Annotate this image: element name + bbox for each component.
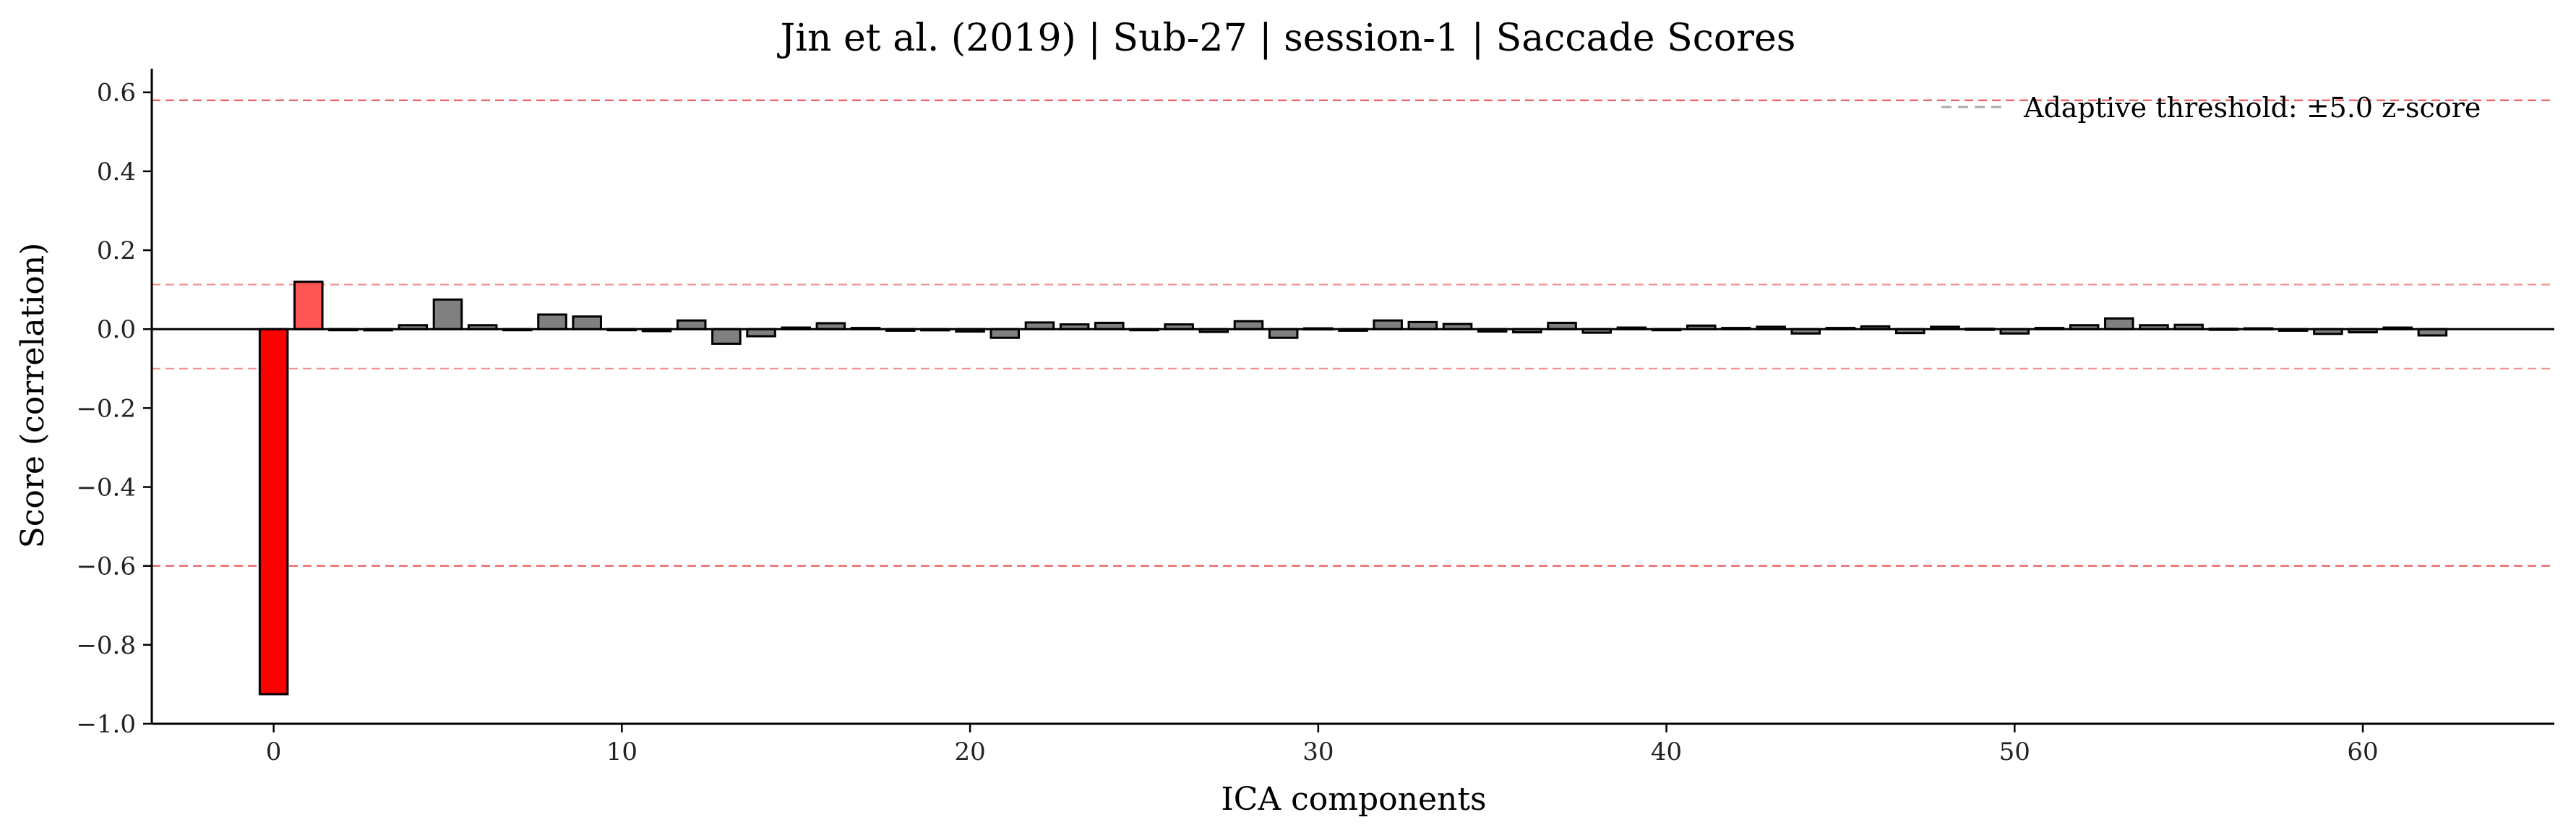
threshold-lines: [152, 99, 2554, 567]
axes: [150, 69, 2554, 725]
legend: Adaptive threshold: ±5.0 z-score: [1941, 92, 2481, 124]
y-axis-label: Score (correlation): [14, 243, 51, 549]
y-ticks: −1.0 −0.8 −0.6 −0.4 −0.2 0.0 0.2 0.4 0.6: [76, 79, 152, 739]
x-tick-label: 40: [1651, 737, 1682, 766]
bar: [258, 328, 289, 696]
chart-title: Jin et al. (2019) | Sub-27 | session-1 |…: [777, 17, 1796, 60]
bar: [293, 281, 324, 330]
bars: [258, 281, 2448, 696]
y-tick-label: −1.0: [76, 710, 136, 739]
x-ticks: 0 10 20 30 40 50 60: [266, 724, 2379, 766]
bar: [2104, 317, 2134, 330]
bar: [676, 319, 707, 330]
x-tick-label: 20: [954, 737, 985, 766]
y-tick-label: 0.2: [97, 236, 136, 265]
bar: [989, 328, 1021, 339]
x-axis-label: ICA components: [1221, 781, 1486, 818]
y-tick-label: −0.6: [76, 552, 136, 581]
bar: [1268, 328, 1299, 339]
bar: [1233, 320, 1264, 330]
y-tick-label: 0.4: [97, 158, 136, 187]
x-tick-label: 50: [1999, 737, 2030, 766]
bar: [1373, 319, 1403, 330]
y-tick-label: −0.2: [76, 394, 136, 423]
bar: [537, 313, 567, 330]
bar: [711, 328, 742, 345]
y-tick-label: −0.4: [76, 474, 136, 503]
y-tick-label: 0.0: [97, 315, 136, 344]
y-tick-label: −0.8: [76, 631, 136, 660]
x-tick-label: 30: [1302, 737, 1334, 766]
x-tick-label: 10: [606, 737, 637, 766]
legend-label: Adaptive threshold: ±5.0 z-score: [2023, 92, 2481, 124]
y-tick-label: 0.6: [97, 79, 136, 108]
bar: [572, 315, 602, 330]
bar: [432, 298, 463, 330]
x-tick-label: 60: [2347, 737, 2378, 766]
x-tick-label: 0: [266, 737, 282, 766]
